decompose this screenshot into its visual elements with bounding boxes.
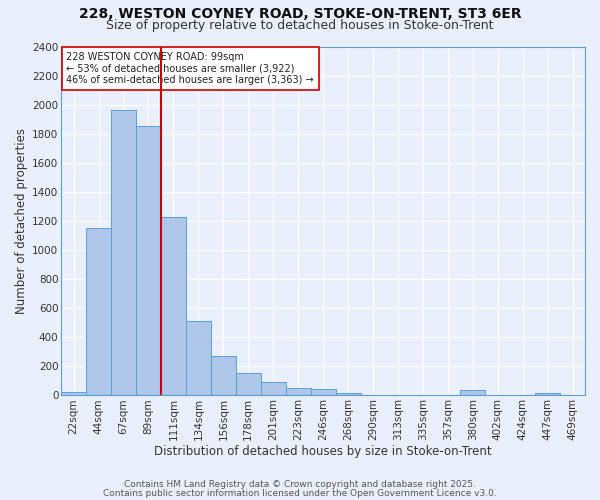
Bar [335,393,361,396]
Bar [211,356,236,396]
Bar [261,382,286,396]
Bar [111,110,136,396]
Bar [86,228,111,396]
Text: Contains HM Land Registry data © Crown copyright and database right 2025.: Contains HM Land Registry data © Crown c… [124,480,476,489]
Bar [361,394,385,396]
Bar [236,373,261,396]
X-axis label: Distribution of detached houses by size in Stoke-on-Trent: Distribution of detached houses by size … [154,444,492,458]
Bar [286,388,311,396]
Bar [535,393,560,396]
Bar [311,389,335,396]
Bar [136,126,161,396]
Text: 228 WESTON COYNEY ROAD: 99sqm
← 53% of detached houses are smaller (3,922)
46% o: 228 WESTON COYNEY ROAD: 99sqm ← 53% of d… [67,52,314,85]
Text: Contains public sector information licensed under the Open Government Licence v3: Contains public sector information licen… [103,488,497,498]
Y-axis label: Number of detached properties: Number of detached properties [15,128,28,314]
Bar [186,320,211,396]
Text: 228, WESTON COYNEY ROAD, STOKE-ON-TRENT, ST3 6ER: 228, WESTON COYNEY ROAD, STOKE-ON-TRENT,… [79,8,521,22]
Text: Size of property relative to detached houses in Stoke-on-Trent: Size of property relative to detached ho… [106,19,494,32]
Bar [460,390,485,396]
Bar [61,392,86,396]
Bar [161,216,186,396]
